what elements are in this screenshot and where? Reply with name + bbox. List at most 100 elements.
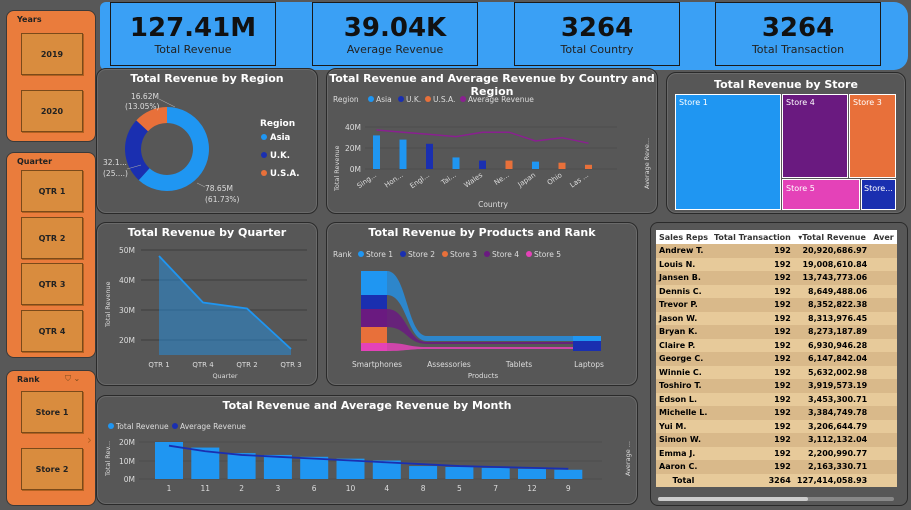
table-row[interactable]: Aaron C. 192 2,163,330.71 [656, 460, 897, 474]
table-row[interactable]: Claire P. 192 6,930,946.28 [656, 338, 897, 352]
country-bar[interactable] [426, 143, 433, 169]
month-bar[interactable] [227, 453, 256, 479]
table-row[interactable]: Jason W. 192 8,313,976.45 [656, 311, 897, 325]
quarter-chart-panel: Total Revenue by Quarter Total Revenue 5… [96, 222, 318, 386]
month-bar[interactable] [300, 456, 329, 479]
donut-slice-usa[interactable] [136, 107, 167, 132]
bar-smartphones-store-3[interactable] [361, 327, 387, 343]
month-bar[interactable] [409, 466, 438, 479]
legend-usa[interactable]: U.S.A. [433, 95, 455, 104]
quarter-3-button[interactable]: QTR 3 [21, 263, 83, 305]
legend-store-5[interactable]: Store 5 [534, 250, 561, 259]
treemap-store-4[interactable]: Store 4 [782, 94, 848, 178]
table-row[interactable]: Trevor P. 192 8,352,822.38 [656, 298, 897, 312]
treemap-store-5[interactable]: Store 5 [782, 179, 860, 210]
year-2019-button[interactable]: 2019 [21, 33, 83, 75]
table-horizontal-scrollbar[interactable] [658, 497, 894, 501]
legend-average-revenue[interactable]: Average Revenue [180, 422, 246, 431]
ribbon-store-5[interactable] [361, 343, 597, 351]
cell-sales-rep: Yui M. [656, 419, 711, 433]
donut-slice-asia[interactable] [138, 107, 209, 191]
quarter-chart-title: Total Revenue by Quarter [127, 226, 287, 239]
legend-store-4[interactable]: Store 4 [492, 250, 519, 259]
legend-store-2[interactable]: Store 2 [408, 250, 435, 259]
bar-laptops[interactable] [573, 341, 601, 351]
month-bar[interactable] [554, 469, 583, 479]
cell-average [870, 460, 897, 474]
year-2020-button[interactable]: 2020 [21, 90, 83, 132]
month-bar[interactable] [372, 460, 401, 480]
legend-asia[interactable]: Asia [376, 95, 392, 104]
country-bar[interactable] [399, 139, 407, 169]
chevron-right-icon[interactable]: › [87, 433, 92, 447]
table-row[interactable]: Yui M. 192 3,206,644.79 [656, 419, 897, 433]
table-row[interactable]: Andrew T. 192 20,920,686.97 [656, 244, 897, 258]
ribbon-store-1[interactable] [361, 271, 597, 341]
table-row[interactable]: Bryan K. 192 8,273,187.89 [656, 325, 897, 339]
legend-uk[interactable]: U.K. [270, 151, 290, 161]
country-bar[interactable] [558, 162, 566, 169]
country-bar[interactable] [452, 157, 460, 169]
legend-total-revenue[interactable]: Total Revenue [115, 422, 169, 431]
quarter-4-button[interactable]: QTR 4 [21, 310, 83, 352]
month-bar[interactable] [263, 454, 292, 479]
table-row[interactable]: Louis N. 192 19,008,610.84 [656, 257, 897, 271]
table-row[interactable]: Simon W. 192 3,112,132.04 [656, 433, 897, 447]
cell-total-transaction: 192 [710, 460, 794, 474]
treemap-store-1[interactable]: Store 1 [675, 94, 781, 210]
bar-laptops-top[interactable] [573, 336, 601, 341]
table-row[interactable]: Dennis C. 192 8,649,488.06 [656, 284, 897, 298]
bar-smartphones-store-1[interactable] [361, 271, 387, 295]
column-header-sales-reps[interactable]: Sales Reps [656, 230, 711, 244]
treemap-store-2[interactable]: Store... [861, 179, 896, 210]
store-2-button[interactable]: Store 2 [21, 448, 83, 490]
bar-smartphones-store-2[interactable] [361, 295, 387, 309]
column-header-total-revenue[interactable]: ▾Total Revenue [793, 230, 871, 244]
country-bar[interactable] [585, 164, 592, 169]
bar-smartphones-store-4[interactable] [361, 309, 387, 327]
y-tick: 50M [119, 246, 135, 255]
month-bar[interactable] [518, 468, 546, 479]
cell-average [870, 284, 897, 298]
table-row[interactable]: Edson L. 192 3,453,300.71 [656, 392, 897, 406]
cell-sales-rep: Trevor P. [656, 298, 711, 312]
month-bar[interactable] [336, 458, 365, 479]
table-row[interactable]: George C. 192 6,147,842.04 [656, 352, 897, 366]
quarter-2-button[interactable]: QTR 2 [21, 217, 83, 259]
legend-store-3[interactable]: Store 3 [450, 250, 477, 259]
cell-total-transaction: 192 [710, 392, 794, 406]
average-revenue-line[interactable] [376, 129, 589, 144]
filter-icon[interactable]: ⛉ ⌄ [65, 374, 81, 383]
country-bar[interactable] [532, 161, 539, 169]
treemap-store-3[interactable]: Store 3 [849, 94, 896, 178]
legend-average-revenue[interactable]: Average Revenue [468, 95, 534, 104]
legend-asia[interactable]: Asia [270, 133, 291, 143]
column-header-total-transaction[interactable]: Total Transaction [710, 230, 794, 244]
column-header-average[interactable]: Aver [870, 230, 897, 244]
legend-uk[interactable]: U.K. [406, 95, 421, 104]
country-bar[interactable] [479, 160, 486, 169]
month-average-line[interactable] [168, 444, 569, 470]
bar-smartphones-store-5[interactable] [361, 343, 387, 351]
donut-slice-uk[interactable] [125, 120, 150, 181]
region-chart-title: Total Revenue by Region [130, 72, 284, 85]
country-bar[interactable] [505, 160, 513, 169]
region-chart: 16.62M (13.05%) 32.1... (25....) 78.65M … [103, 92, 299, 204]
store-1-button[interactable]: Store 1 [21, 391, 83, 433]
x-tick: QTR 1 [148, 361, 169, 369]
x-tick: Laptops [574, 360, 604, 369]
month-bar[interactable] [155, 442, 183, 479]
table-row[interactable]: Winnie C. 192 5,632,002.98 [656, 365, 897, 379]
legend-usa[interactable]: U.S.A. [270, 169, 299, 179]
table-row[interactable]: Michelle L. 192 3,384,749.78 [656, 406, 897, 420]
quarter-1-button[interactable]: QTR 1 [21, 170, 83, 212]
table-row[interactable]: Emma J. 192 2,200,990.77 [656, 446, 897, 460]
legend-store-1[interactable]: Store 1 [366, 250, 393, 259]
month-bar[interactable] [445, 466, 474, 479]
quarter-line[interactable] [158, 255, 292, 350]
table-row[interactable]: Jansen B. 192 13,743,773.06 [656, 271, 897, 285]
month-bar[interactable] [481, 467, 510, 479]
country-bar[interactable] [373, 135, 380, 169]
month-chart-title: Total Revenue and Average Revenue by Mon… [222, 399, 512, 412]
table-row[interactable]: Toshiro T. 192 3,919,573.19 [656, 379, 897, 393]
